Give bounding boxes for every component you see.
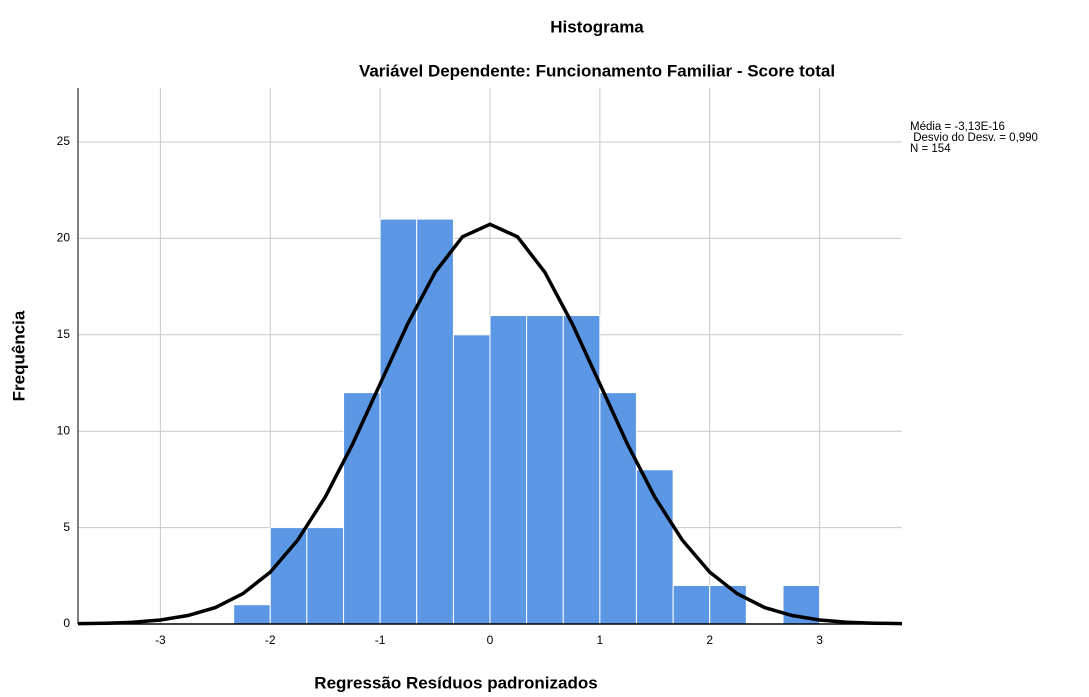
- bar: [343, 392, 381, 625]
- bar: [562, 315, 601, 625]
- bar: [269, 527, 308, 625]
- stats-text: Desvio do Desv. = 0,990: [910, 132, 1038, 144]
- x-tick-label: -3: [155, 633, 166, 647]
- y-axis-label: Frequência: [9, 310, 28, 401]
- stats-text: N = 154: [910, 143, 951, 155]
- bar: [233, 604, 271, 625]
- normal-curve: [77, 222, 903, 626]
- y-tick-label: 25: [57, 134, 71, 148]
- bar: [452, 334, 491, 625]
- x-axis-label: Regressão Resíduos padronizados: [314, 673, 597, 692]
- bar: [672, 584, 711, 625]
- bar: [709, 584, 747, 625]
- y-tick-label: 0: [63, 616, 70, 630]
- y-tick-label: 10: [57, 423, 71, 437]
- x-tick-label: 2: [706, 633, 713, 647]
- chart-title: Histograma: [550, 17, 644, 36]
- y-tick-label: 20: [57, 231, 71, 245]
- x-tick-label: 3: [816, 633, 823, 647]
- bar: [526, 315, 564, 625]
- x-tick-label: 1: [597, 633, 604, 647]
- y-tick-label: 15: [57, 327, 71, 341]
- bar: [416, 218, 454, 625]
- x-tick-label: -1: [375, 633, 386, 647]
- x-tick-label: 0: [487, 633, 494, 647]
- x-tick-label: -2: [265, 633, 276, 647]
- y-tick-label: 5: [63, 520, 70, 534]
- bar: [489, 315, 528, 625]
- chart-subtitle: Variável Dependente: Funcionamento Famil…: [359, 61, 835, 80]
- bar: [306, 527, 345, 625]
- stats-text: Média = -3,13E-16: [910, 121, 1005, 133]
- bar: [379, 218, 418, 625]
- bar: [635, 469, 674, 625]
